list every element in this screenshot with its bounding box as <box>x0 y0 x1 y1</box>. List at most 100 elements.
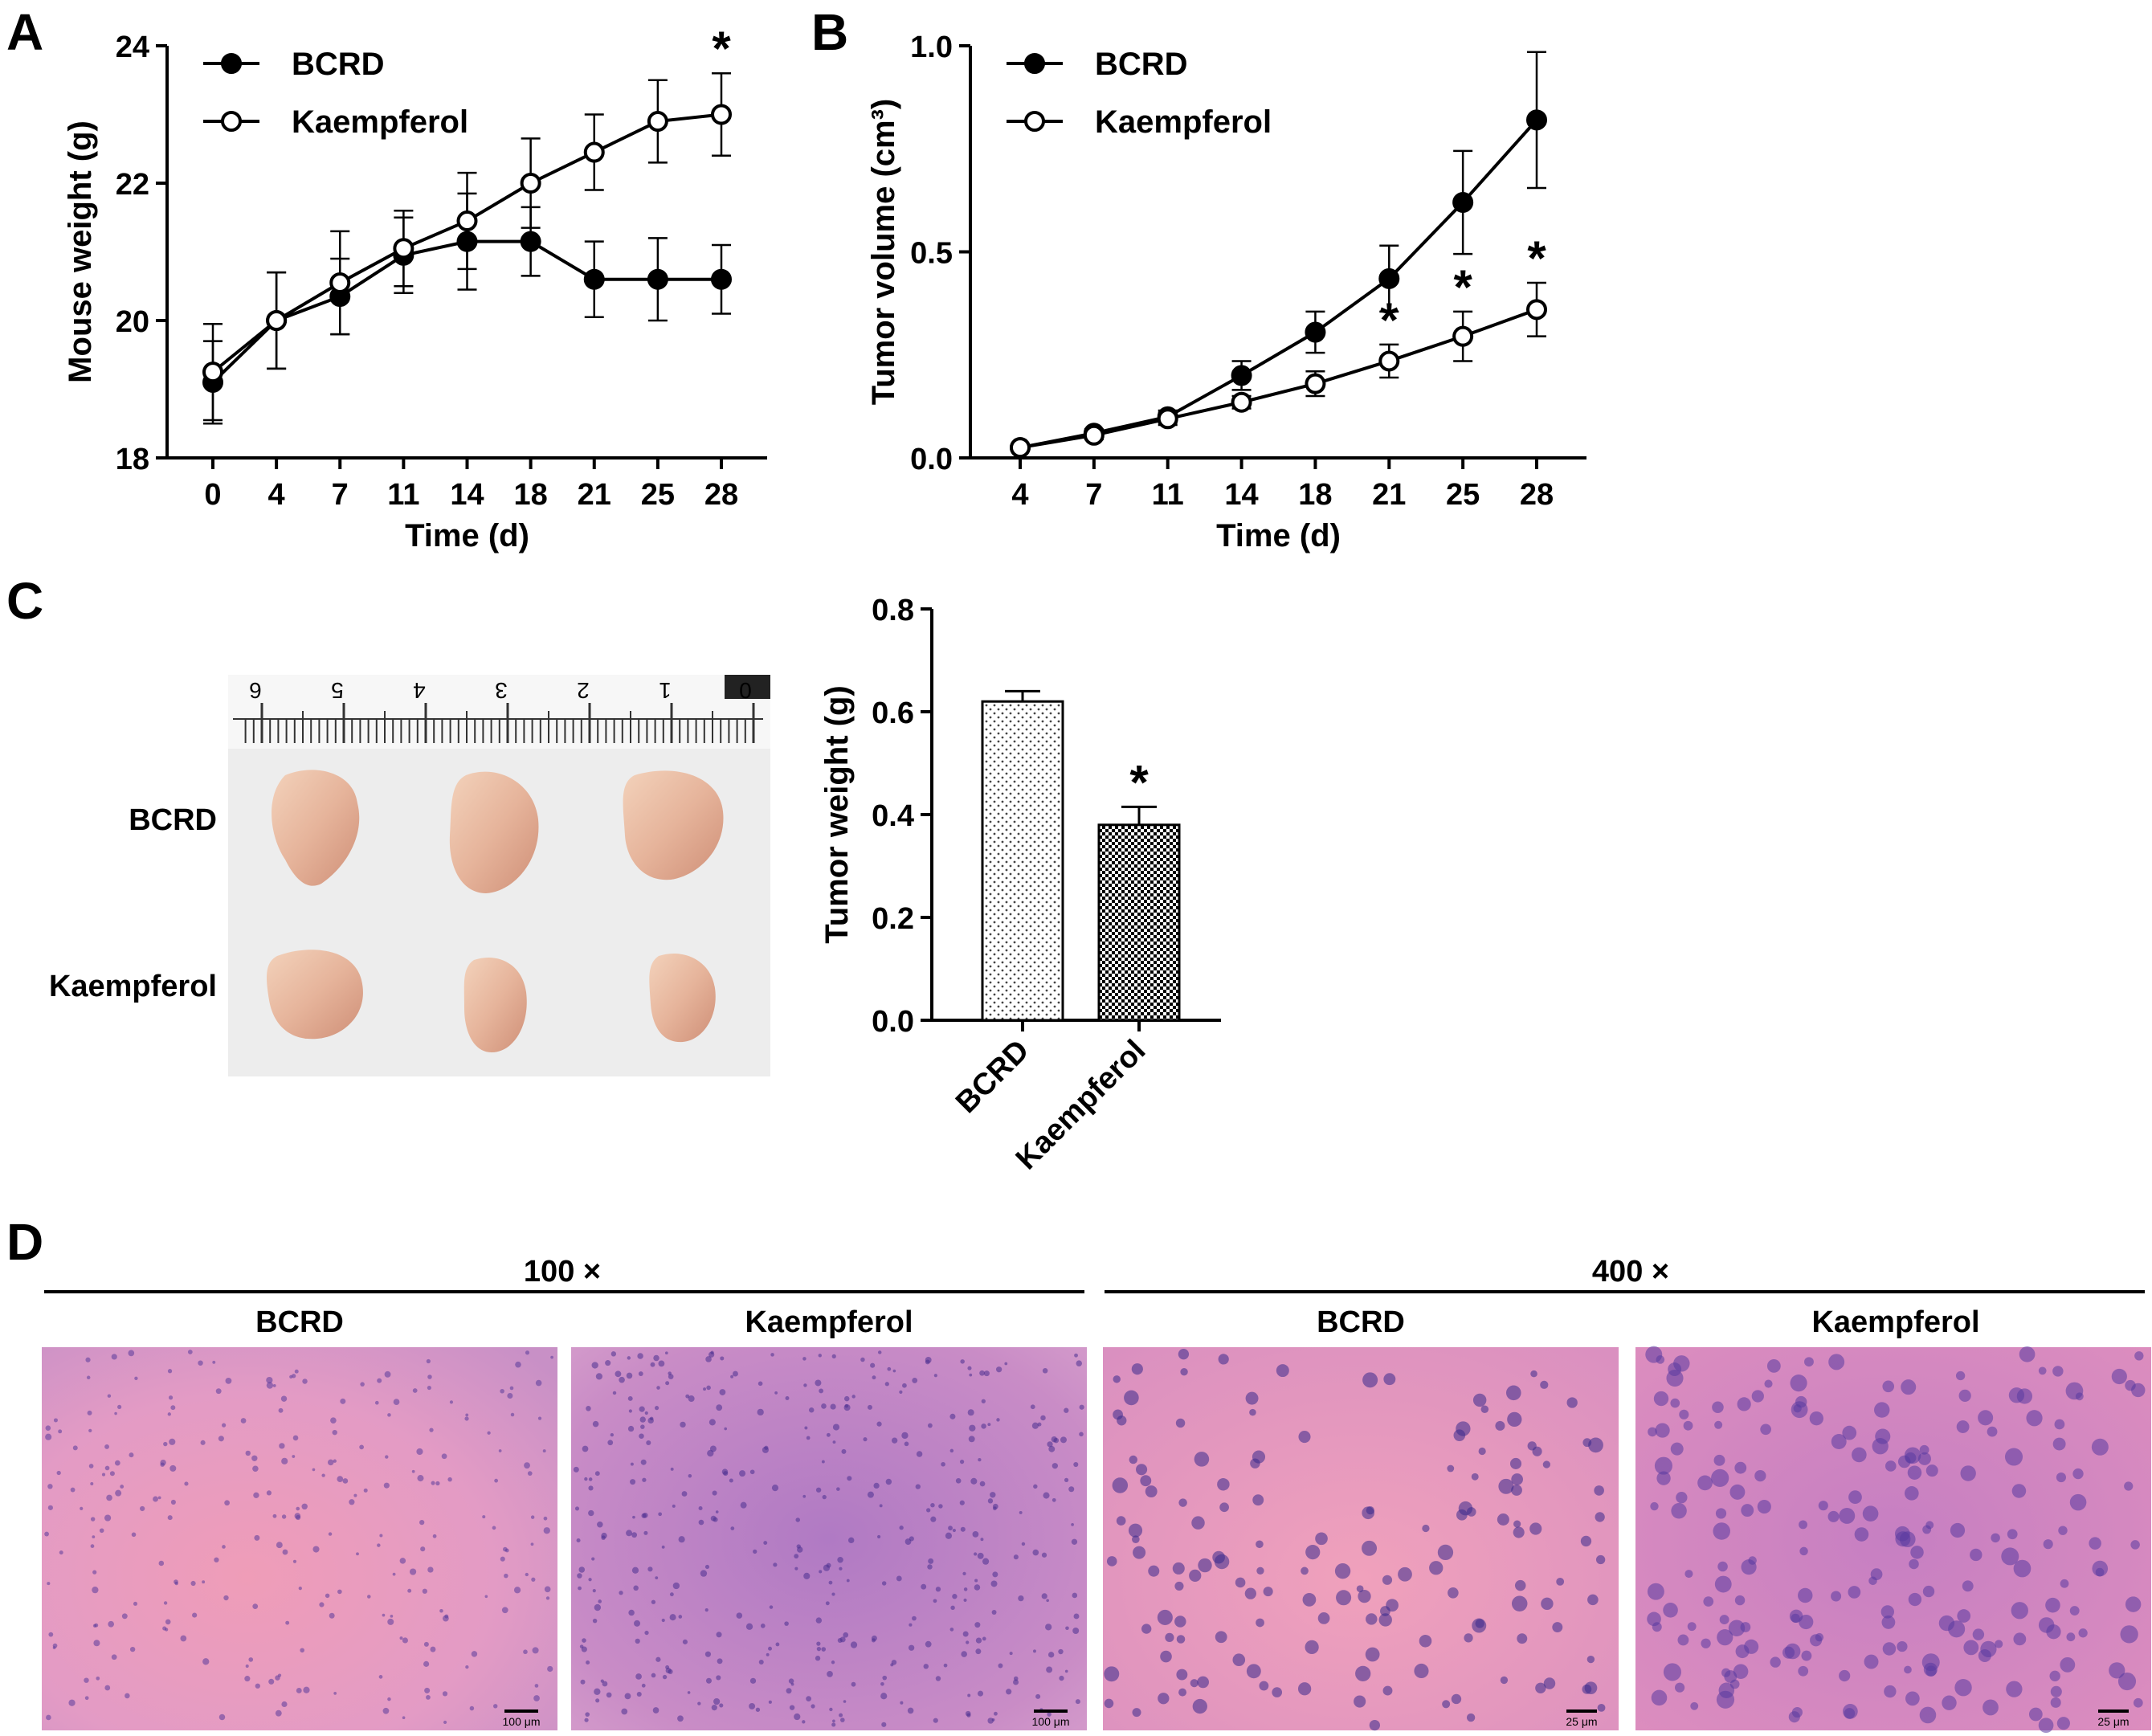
nucleus <box>349 1499 355 1505</box>
nucleus <box>1656 1471 1671 1485</box>
nucleus <box>1113 1409 1123 1420</box>
nucleus <box>981 1424 986 1429</box>
ruler-number: 5 <box>331 678 344 703</box>
nucleus <box>836 1487 840 1491</box>
nucleus <box>1905 1691 1920 1706</box>
nucleus <box>656 1386 660 1390</box>
nucleus <box>1106 1556 1117 1566</box>
nucleus <box>510 1412 515 1417</box>
nucleus <box>974 1552 978 1556</box>
data-point <box>1231 365 1252 386</box>
nucleus <box>1795 1395 1807 1408</box>
nucleus <box>1071 1522 1074 1526</box>
nucleus <box>121 1613 128 1620</box>
nucleus <box>967 1693 971 1697</box>
nucleus <box>222 1545 226 1549</box>
nucleus <box>48 1632 54 1637</box>
nucleus <box>757 1381 763 1387</box>
nucleus <box>399 1636 403 1640</box>
nucleus <box>784 1621 789 1626</box>
nucleus <box>471 1651 478 1657</box>
nucleus <box>114 1460 120 1466</box>
nucleus <box>935 1587 941 1592</box>
nucleus <box>1844 1708 1856 1719</box>
x-tick-label: 11 <box>387 478 419 512</box>
nucleus <box>1980 1640 1997 1657</box>
nucleus <box>1362 1372 1378 1388</box>
nucleus <box>933 1599 937 1603</box>
nucleus <box>876 1421 882 1427</box>
nucleus <box>1042 1367 1048 1374</box>
nucleus <box>851 1395 855 1399</box>
nucleus <box>1647 1583 1664 1600</box>
nucleus <box>160 1462 165 1467</box>
nucleus <box>640 1424 645 1429</box>
nucleus <box>245 1665 249 1669</box>
nucleus <box>1178 1349 1190 1360</box>
x-tick-label: 18 <box>1298 478 1332 512</box>
nucleus <box>1831 1591 1842 1602</box>
nucleus <box>658 1360 665 1367</box>
nucleus <box>268 1678 275 1685</box>
nucleus <box>378 1675 383 1679</box>
nucleus <box>1175 1418 1186 1428</box>
nucleus <box>582 1445 589 1452</box>
panel-letter-c: C <box>6 572 43 630</box>
nucleus <box>88 1464 94 1468</box>
nucleus <box>534 1684 539 1688</box>
nucleus <box>222 1423 227 1428</box>
nucleus <box>588 1578 592 1582</box>
nucleus <box>803 1383 807 1387</box>
nucleus <box>1336 1590 1352 1606</box>
nucleus <box>1587 1594 1599 1606</box>
nucleus <box>637 1353 643 1359</box>
nucleus <box>92 1587 99 1594</box>
scale-bar-label: 100 μm <box>1032 1715 1070 1728</box>
nucleus <box>84 1696 89 1701</box>
nucleus <box>1809 1411 1823 1426</box>
nucleus <box>912 1616 917 1621</box>
chart-a-mouse-weight: 18 20 22 24 0 4 7 11 14 18 21 25 28 Time (d) Mouse wei… <box>63 22 767 553</box>
nucleus <box>644 1411 648 1415</box>
nucleus <box>70 1487 76 1493</box>
significance-marker: * <box>1380 293 1399 347</box>
histology-label-kaempferol-100x: Kaempferol <box>745 1305 913 1339</box>
x-tick-label: 28 <box>704 478 738 512</box>
nucleus <box>1419 1634 1432 1648</box>
nucleus <box>93 1640 100 1647</box>
nucleus <box>829 1707 833 1712</box>
nucleus <box>1645 1346 1663 1363</box>
nucleus <box>640 1459 647 1465</box>
nucleus <box>573 1466 579 1473</box>
nucleus <box>1041 1593 1047 1599</box>
bar-0 <box>981 700 1064 1022</box>
nucleus <box>1317 1612 1330 1624</box>
nucleus <box>1047 1441 1053 1448</box>
nucleus <box>1466 1713 1476 1722</box>
nucleus <box>1178 1688 1187 1697</box>
nucleus <box>1019 1510 1023 1514</box>
legend-label: Kaempferol <box>1095 104 1272 140</box>
nucleus <box>885 1478 892 1485</box>
nucleus <box>1828 1354 1845 1370</box>
nucleus <box>385 1455 389 1459</box>
nucleus <box>442 1691 448 1697</box>
nucleus <box>661 1618 665 1623</box>
nucleus <box>774 1391 778 1395</box>
nucleus <box>409 1568 417 1575</box>
nucleus <box>1219 1502 1229 1513</box>
nucleus <box>377 1543 381 1547</box>
nucleus <box>1904 1447 1921 1464</box>
nucleus <box>1715 1508 1727 1519</box>
nucleus <box>1910 1546 1924 1559</box>
nucleus <box>524 1462 530 1469</box>
nucleus <box>967 1366 972 1370</box>
nucleus <box>537 1416 542 1420</box>
nucleus <box>1804 1357 1814 1367</box>
nucleus <box>1884 1685 1897 1698</box>
nucleus <box>753 1549 757 1554</box>
bar-1 <box>1097 823 1181 1022</box>
nucleus <box>163 1441 168 1447</box>
nucleus <box>162 1626 167 1631</box>
chart-b-tumor-volume: 0.0 0.5 1.0 4 7 11 14 18 21 25 28 Time (d) Tumor vol… <box>866 31 1586 553</box>
